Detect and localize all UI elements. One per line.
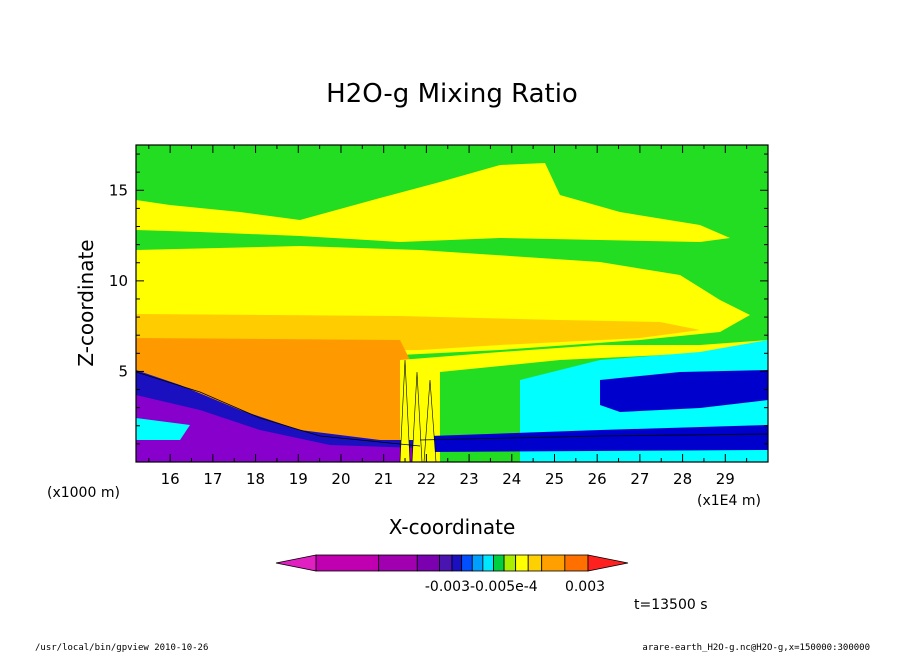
colorbar-cell [416, 554, 440, 572]
colorbar-cell [439, 554, 453, 572]
colorbar-cell [515, 554, 529, 572]
colorbar-arrow-right [587, 554, 629, 572]
axes: 16 17 18 19 20 21 22 23 24 25 26 27 28 29 5 10 15 [109, 144, 769, 488]
band-cyan-left [136, 418, 190, 440]
colorbar-cell [315, 554, 380, 572]
band-purple [136, 395, 420, 462]
contour-line [136, 371, 421, 447]
colorbar-cell [503, 554, 517, 572]
colorbar-cell [493, 554, 505, 572]
plot-frame [135, 144, 769, 463]
x-tick-label: 25 [545, 470, 564, 488]
band-blue-low [430, 425, 768, 452]
colorbar-label-mid: -0.005e-4 [470, 579, 538, 595]
colorbar-cell [378, 554, 418, 572]
x-unit-left: (x1000 m) [47, 485, 120, 501]
x-tick-label: 27 [630, 470, 649, 488]
x-tick-label: 21 [374, 470, 393, 488]
x-unit-right: (x1E4 m) [697, 493, 761, 509]
footer-left: /usr/local/bin/gpview 2010-10-26 [35, 643, 208, 653]
colorbar-cell [451, 554, 463, 572]
colorbar-arrow-left [275, 554, 317, 572]
y-tick-label: 10 [109, 272, 128, 290]
x-tick-label: 16 [161, 470, 180, 488]
colorbar-cell [564, 554, 589, 572]
band-blue [600, 370, 768, 412]
spikes [399, 359, 437, 462]
chart-title: H2O-g Mixing Ratio [326, 79, 578, 109]
contour-field [136, 145, 768, 462]
x-tick-label: 19 [289, 470, 308, 488]
band-yellow-upper [136, 163, 730, 242]
x-tick-label: 26 [588, 470, 607, 488]
x-axis-label: X-coordinate [389, 515, 516, 539]
y-tick-label: 15 [109, 181, 128, 199]
colorbar-cell [482, 554, 494, 572]
colorbar-cell [461, 554, 473, 572]
x-tick-label: 23 [460, 470, 479, 488]
x-tick-label: 24 [502, 470, 521, 488]
x-tick-label: 20 [331, 470, 350, 488]
colorbar-label-left: -0.003 [425, 579, 470, 595]
colorbar-cell [527, 554, 543, 572]
x-tick-label: 18 [246, 470, 265, 488]
colorbar-label-right: 0.003 [565, 579, 605, 595]
colorbar [275, 554, 629, 572]
x-tick-label: 28 [673, 470, 692, 488]
y-axis-label: Z-coordinate [74, 239, 98, 366]
contour-line [419, 433, 768, 441]
footer-right: arare-earth_H2O-g.nc@H2O-g,x=150000:3000… [642, 643, 870, 653]
x-tick-label: 29 [716, 470, 735, 488]
y-tick-label: 5 [118, 362, 128, 380]
x-tick-label: 17 [203, 470, 222, 488]
colorbar-cell [471, 554, 484, 572]
x-tick-label: 22 [417, 470, 436, 488]
colorbar-cell [541, 554, 566, 572]
time-annotation: t=13500 s [634, 597, 708, 613]
